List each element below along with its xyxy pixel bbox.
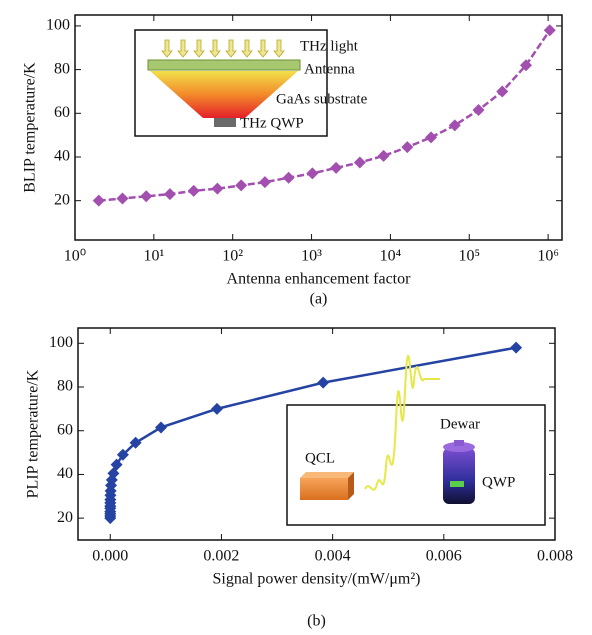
x-tick-label: 0.006	[426, 548, 462, 565]
annotation: QCL	[305, 450, 335, 466]
annotation: THz light	[300, 38, 359, 54]
marker	[317, 376, 330, 389]
x-tick-label: 0.008	[537, 548, 573, 565]
marker	[211, 182, 224, 195]
y-tick-label: 100	[46, 17, 70, 34]
y-tick-label: 20	[57, 509, 73, 526]
marker	[116, 192, 129, 205]
x-tick-label: 10¹	[143, 248, 164, 265]
panel-label: (b)	[307, 613, 326, 630]
marker	[282, 171, 295, 184]
marker	[187, 184, 200, 197]
y-tick-label: 40	[57, 465, 73, 482]
x-tick-label: 10⁵	[458, 248, 480, 265]
annotation: Dewar	[440, 416, 480, 432]
annotation: GaAs substrate	[276, 91, 368, 107]
marker	[163, 188, 176, 201]
marker	[425, 131, 438, 144]
marker	[210, 402, 223, 415]
marker	[520, 59, 533, 72]
marker	[401, 141, 414, 154]
marker	[235, 179, 248, 192]
marker	[306, 167, 319, 180]
marker	[258, 176, 271, 189]
marker	[92, 194, 105, 207]
y-tick-label: 100	[49, 334, 73, 351]
marker	[510, 341, 523, 354]
y-tick-label: 80	[54, 60, 70, 77]
x-tick-label: 10³	[301, 248, 322, 265]
marker	[448, 119, 461, 132]
x-tick-label: 10⁰	[64, 248, 86, 265]
y-tick-label: 60	[54, 104, 70, 121]
marker	[330, 161, 343, 174]
x-tick-label: 10⁴	[380, 248, 402, 265]
y-tick-label: 20	[54, 191, 70, 208]
y-tick-label: 80	[57, 378, 73, 395]
x-tick-label: 10⁶	[537, 248, 559, 265]
marker	[353, 156, 366, 169]
y-axis-label: BLIP temperature/K	[22, 62, 39, 193]
x-axis-label: Antenna enhancement factor	[227, 271, 412, 288]
plot-frame	[77, 327, 556, 541]
y-tick-label: 40	[54, 148, 70, 165]
x-tick-label: 0.000	[92, 548, 128, 565]
marker	[377, 149, 390, 162]
x-tick-label: 0.002	[203, 548, 239, 565]
plot-frame	[74, 14, 563, 241]
marker	[140, 190, 153, 203]
x-axis-label: Signal power density/(mW/μm²)	[212, 571, 420, 588]
panel-label: (a)	[310, 291, 328, 308]
inset-a: THz light Antenna GaAs substrate THz QWP	[134, 29, 368, 137]
annotation: Antenna	[304, 61, 355, 77]
marker	[129, 436, 142, 449]
x-tick-label: 10²	[222, 248, 243, 265]
annotation: THz QWP	[240, 115, 304, 131]
marker	[543, 24, 556, 37]
y-axis-label: PLIP temperature/K	[25, 369, 42, 498]
marker	[155, 421, 168, 434]
y-tick-label: 60	[57, 421, 73, 438]
marker	[496, 85, 509, 98]
inset-b: QCL Dewar QWP	[286, 354, 546, 526]
marker	[116, 448, 129, 461]
x-tick-label: 0.004	[315, 548, 351, 565]
marker	[472, 104, 485, 117]
marker	[110, 458, 123, 471]
annotation: QWP	[482, 474, 515, 490]
